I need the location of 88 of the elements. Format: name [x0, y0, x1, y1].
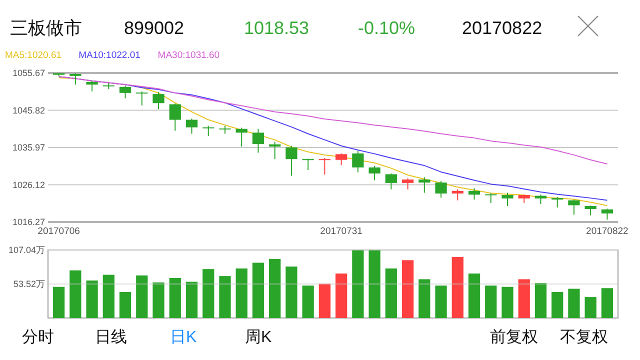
candlestick [452, 188, 464, 201]
candlestick [335, 152, 348, 166]
candlestick [119, 85, 132, 99]
bar [534, 283, 547, 318]
candlestick [302, 158, 314, 171]
candlestick [136, 90, 148, 106]
bar [435, 286, 447, 318]
bar [584, 297, 596, 318]
y-tick-label: 1016.27 [12, 217, 45, 227]
bar [70, 270, 82, 318]
bar [468, 274, 480, 318]
bar [186, 282, 198, 318]
candlestick [584, 205, 596, 216]
bar [418, 279, 430, 318]
text: 1018.53 [244, 18, 310, 38]
bar [502, 286, 514, 318]
bar [169, 278, 181, 318]
bar [452, 257, 464, 318]
bar [136, 275, 148, 318]
text: 前复权 [490, 328, 538, 346]
candlestick [286, 145, 298, 176]
y-tick-label: 1045.82 [12, 105, 45, 116]
text: 日K [170, 329, 197, 346]
y-tick-label: 1055.67 [12, 68, 45, 78]
text: 20170822 [462, 18, 542, 38]
bar [152, 282, 164, 318]
candlestick [485, 192, 497, 204]
text: 分时 [22, 328, 54, 346]
candlestick [352, 150, 364, 173]
bar [385, 268, 397, 318]
x-tick-label: 20170822 [586, 226, 628, 237]
series-label: MA10:1022.01 [78, 50, 140, 61]
y-tick-label: 1026.12 [12, 180, 45, 190]
bar [236, 268, 248, 318]
candlestick [502, 192, 514, 207]
line-series [58, 76, 608, 165]
candlestick [368, 165, 380, 181]
candlestick [202, 125, 214, 137]
series-label: MA5:1020.61 [5, 50, 62, 61]
bar [335, 274, 348, 318]
candlestick [169, 103, 181, 132]
candlestick [236, 127, 248, 148]
y-tick-label: 1035.97 [12, 142, 45, 152]
text: -0.10% [358, 18, 416, 38]
bar [485, 286, 497, 318]
bar [518, 279, 530, 318]
bar [86, 280, 98, 318]
candlestick [534, 194, 547, 205]
candlestick [70, 72, 82, 86]
candlestick [186, 118, 198, 134]
candlestick [152, 92, 164, 110]
candlestick [318, 157, 331, 176]
candlestick [468, 188, 480, 200]
bar [119, 292, 132, 318]
bar [302, 286, 314, 318]
bar [102, 274, 114, 318]
text: 不复权 [560, 329, 608, 346]
bar [402, 260, 414, 318]
bar [286, 266, 298, 318]
chart-title: 三板做市 [10, 18, 82, 38]
candlestick [552, 196, 564, 208]
candlestick [435, 180, 447, 198]
bar [601, 288, 614, 318]
candlestick [601, 208, 614, 220]
text: 日线 [95, 328, 127, 346]
candlestick [252, 128, 264, 154]
x-tick-label: 20170731 [320, 226, 362, 237]
bar [352, 250, 364, 318]
bar [552, 292, 564, 318]
candlestick [568, 199, 580, 216]
candlestick [86, 80, 98, 92]
x-tick-label: 20170706 [38, 226, 80, 237]
y-tick-label: 107.04万 [8, 245, 45, 255]
bar [368, 250, 380, 318]
text: 周K [245, 329, 272, 346]
bar [269, 258, 281, 318]
bar [318, 284, 331, 318]
y-tick-label: 53.52万 [13, 279, 45, 289]
bar [252, 262, 264, 318]
bar [568, 288, 580, 318]
bar [52, 286, 65, 318]
candlestick [418, 176, 430, 194]
candlestick [385, 172, 397, 190]
bar [202, 269, 214, 318]
bar [219, 276, 231, 318]
text: 899002 [124, 18, 184, 38]
text: MA30:1031.60 [158, 50, 220, 61]
candlestick [402, 178, 414, 190]
